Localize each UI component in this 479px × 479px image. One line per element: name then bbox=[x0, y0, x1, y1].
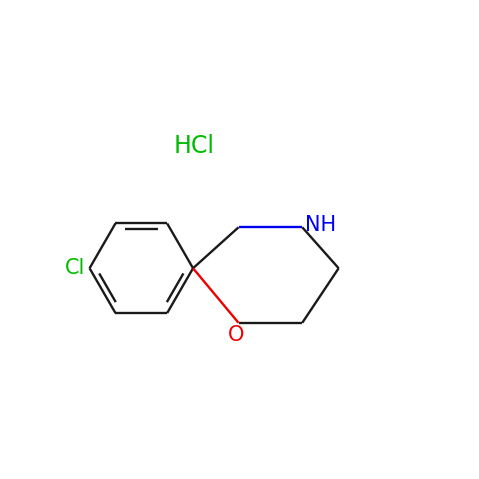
Text: NH: NH bbox=[305, 215, 336, 235]
Text: HCl: HCl bbox=[173, 134, 215, 158]
Text: Cl: Cl bbox=[65, 258, 86, 278]
Text: O: O bbox=[228, 325, 244, 345]
